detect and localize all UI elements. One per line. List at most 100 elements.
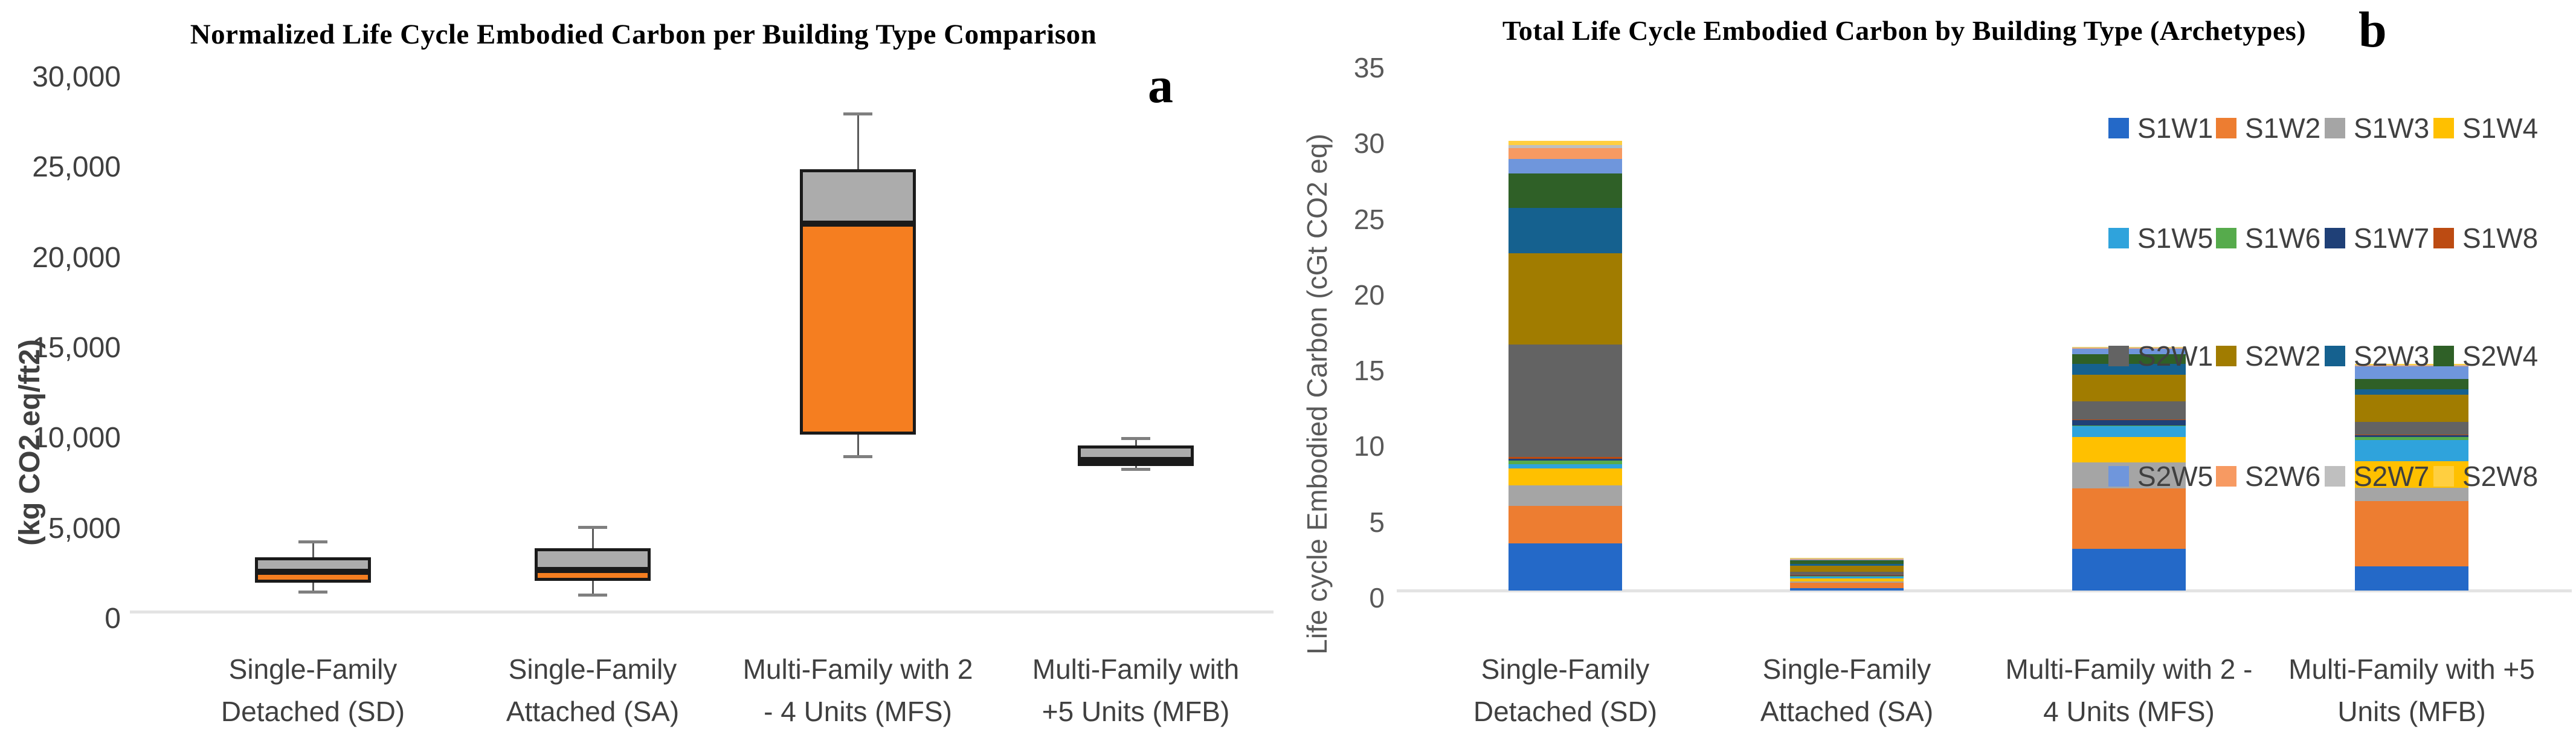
bar-segment-S1W7-cat0: [1509, 459, 1622, 461]
box-upper-1: [535, 548, 651, 571]
y-tick-15: 15: [1353, 355, 1385, 387]
bar-segment-S1W8-cat0: [1509, 457, 1622, 459]
whisker-cap-max-3: [1121, 437, 1150, 441]
y-tick-5,000: 5,000: [48, 512, 121, 545]
legend-label-S2W2: S2W2: [2245, 340, 2321, 372]
y-tick-30: 30: [1353, 128, 1385, 160]
y-tick-15,000: 15,000: [32, 332, 121, 364]
legend-swatch-S1W7: [2325, 228, 2345, 248]
bar-segment-S1W1-cat1: [1790, 588, 1904, 591]
bar-segment-S1W2-cat2: [2072, 488, 2186, 549]
bar-segment-S1W4-cat2: [2072, 436, 2186, 463]
bar-segment-S2W4-cat2: [2072, 354, 2186, 364]
legend-swatch-S2W7: [2325, 466, 2345, 487]
legend-item-S2W6: S2W6: [2216, 460, 2320, 493]
legend-swatch-S1W8: [2433, 228, 2454, 248]
bar-segment-S2W1-cat1: [1790, 571, 1904, 575]
bar-segment-S2W3-cat1: [1790, 564, 1904, 566]
legend-swatch-S2W6: [2216, 466, 2236, 487]
bar-segment-S2W7-cat3: [2355, 364, 2468, 366]
bar-segment-S2W2-cat2: [2072, 374, 2186, 401]
bar-segment-S1W4-cat0: [1509, 468, 1622, 485]
panel-b-stacked-bar: Total Life Cycle Embodied Carbon by Buil…: [1288, 0, 2576, 735]
bar-segment-S1W1-cat0: [1509, 543, 1622, 591]
bar-segment-S2W5-cat0: [1509, 158, 1622, 173]
bar-segment-S1W6-cat3: [2355, 436, 2468, 440]
bar-segment-S1W1-cat3: [2355, 566, 2468, 591]
box-upper-2: [800, 169, 916, 224]
legend-item-S1W4: S1W4: [2433, 112, 2538, 144]
legend-item-S1W2: S1W2: [2216, 112, 2320, 144]
panel-b-letter: b: [2359, 2, 2387, 58]
y-tick-30,000: 30,000: [32, 61, 121, 93]
legend-swatch-S2W8: [2433, 466, 2454, 487]
y-tick-0: 0: [105, 603, 121, 635]
legend-swatch-S2W3: [2325, 346, 2345, 366]
bar-segment-S1W3-cat1: [1790, 581, 1904, 583]
bar-segment-S2W8-cat1: [1790, 558, 1904, 559]
bar-segment-S2W4-cat3: [2355, 379, 2468, 389]
legend-item-S2W5: S2W5: [2108, 460, 2213, 493]
bar-segment-S2W3-cat0: [1509, 208, 1622, 254]
y-tick-10,000: 10,000: [32, 422, 121, 455]
legend-label-S1W8: S1W8: [2462, 222, 2539, 254]
whisker-cap-min-1: [578, 593, 607, 597]
bar-segment-S1W2-cat3: [2355, 501, 2468, 566]
bar-segment-S2W3-cat2: [2072, 364, 2186, 375]
bar-segment-S2W7-cat0: [1509, 145, 1622, 149]
bar-segment-S2W2-cat0: [1509, 253, 1622, 345]
bar-segment-S2W1-cat3: [2355, 421, 2468, 435]
legend-label-S2W8: S2W8: [2462, 461, 2539, 492]
legend-label-S2W7: S2W7: [2354, 461, 2430, 492]
bar-segment-S2W5-cat3: [2355, 366, 2468, 380]
box-lower-3: [1078, 460, 1194, 467]
legend-item-S1W3: S1W3: [2325, 112, 2429, 144]
whisker-cap-max-0: [298, 540, 327, 543]
legend-swatch-S1W3: [2325, 118, 2345, 138]
legend-item-S1W6: S1W6: [2216, 222, 2320, 254]
y-tick-0: 0: [1369, 582, 1385, 614]
legend-label-S2W4: S2W4: [2462, 340, 2539, 372]
category-label-0: Single-Family Detached (SD): [221, 653, 405, 727]
category-label-0: Single-Family Detached (SD): [1473, 653, 1658, 727]
bar-segment-S1W3-cat2: [2072, 462, 2186, 488]
legend-swatch-S1W2: [2216, 118, 2236, 138]
bar-segment-S1W7-cat1: [1790, 575, 1904, 577]
y-tick-20,000: 20,000: [32, 241, 121, 274]
legend-swatch-S2W1: [2108, 346, 2129, 366]
legend-label-S1W1: S1W1: [2137, 112, 2214, 144]
legend-swatch-S1W1: [2108, 118, 2129, 138]
bar-segment-S1W5-cat0: [1509, 464, 1622, 469]
legend-label-S2W6: S2W6: [2245, 461, 2321, 492]
bar-segment-S1W5-cat3: [2355, 439, 2468, 461]
legend-item-S2W7: S2W7: [2325, 460, 2429, 493]
bar-segment-S2W8-cat2: [2072, 346, 2186, 348]
bar-segment-S1W7-cat3: [2355, 435, 2468, 437]
legend-label-S1W5: S1W5: [2137, 222, 2214, 254]
bar-segment-S1W2-cat1: [1790, 583, 1904, 589]
legend-item-S2W8: S2W8: [2433, 460, 2538, 493]
panel-a-boxplot: Normalized Life Cycle Embodied Carbon pe…: [14, 19, 1274, 727]
legend-swatch-S2W2: [2216, 346, 2236, 366]
category-label-1: Single-Family Attached (SA): [1760, 653, 1934, 727]
x-axis-line: [130, 610, 1274, 614]
legend-item-S2W3: S2W3: [2325, 340, 2429, 372]
bar-segment-S1W3-cat0: [1509, 485, 1622, 506]
category-label-2: Multi-Family with 2 - 4 Units (MFS): [742, 653, 973, 727]
bar-segment-S2W6-cat0: [1509, 148, 1622, 159]
y-tick-10: 10: [1353, 430, 1385, 462]
category-label-3: Multi-Family with +5 Units (MFB): [1032, 653, 1240, 727]
bar-segment-S2W1-cat0: [1509, 344, 1622, 458]
bar-segment-S2W3-cat3: [2355, 389, 2468, 395]
legend-swatch-S1W5: [2108, 228, 2129, 248]
whisker-cap-min-3: [1121, 468, 1150, 471]
bar-segment-S1W2-cat0: [1509, 505, 1622, 544]
box-lower-1: [535, 570, 651, 581]
legend-item-S1W1: S1W1: [2108, 112, 2213, 144]
box-lower-2: [800, 223, 916, 435]
bar-segment-S1W5-cat2: [2072, 426, 2186, 437]
legend-swatch-S1W4: [2433, 118, 2454, 138]
bar-segment-S2W2-cat3: [2355, 394, 2468, 422]
bar-segment-S2W6-cat2: [2072, 348, 2186, 349]
